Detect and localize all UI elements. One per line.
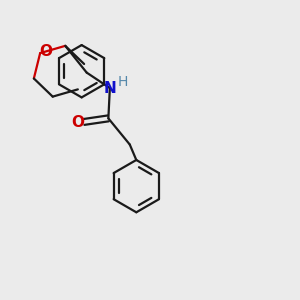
Text: H: H (117, 74, 128, 88)
Text: O: O (39, 44, 52, 59)
Text: O: O (71, 115, 84, 130)
Text: N: N (103, 81, 116, 96)
